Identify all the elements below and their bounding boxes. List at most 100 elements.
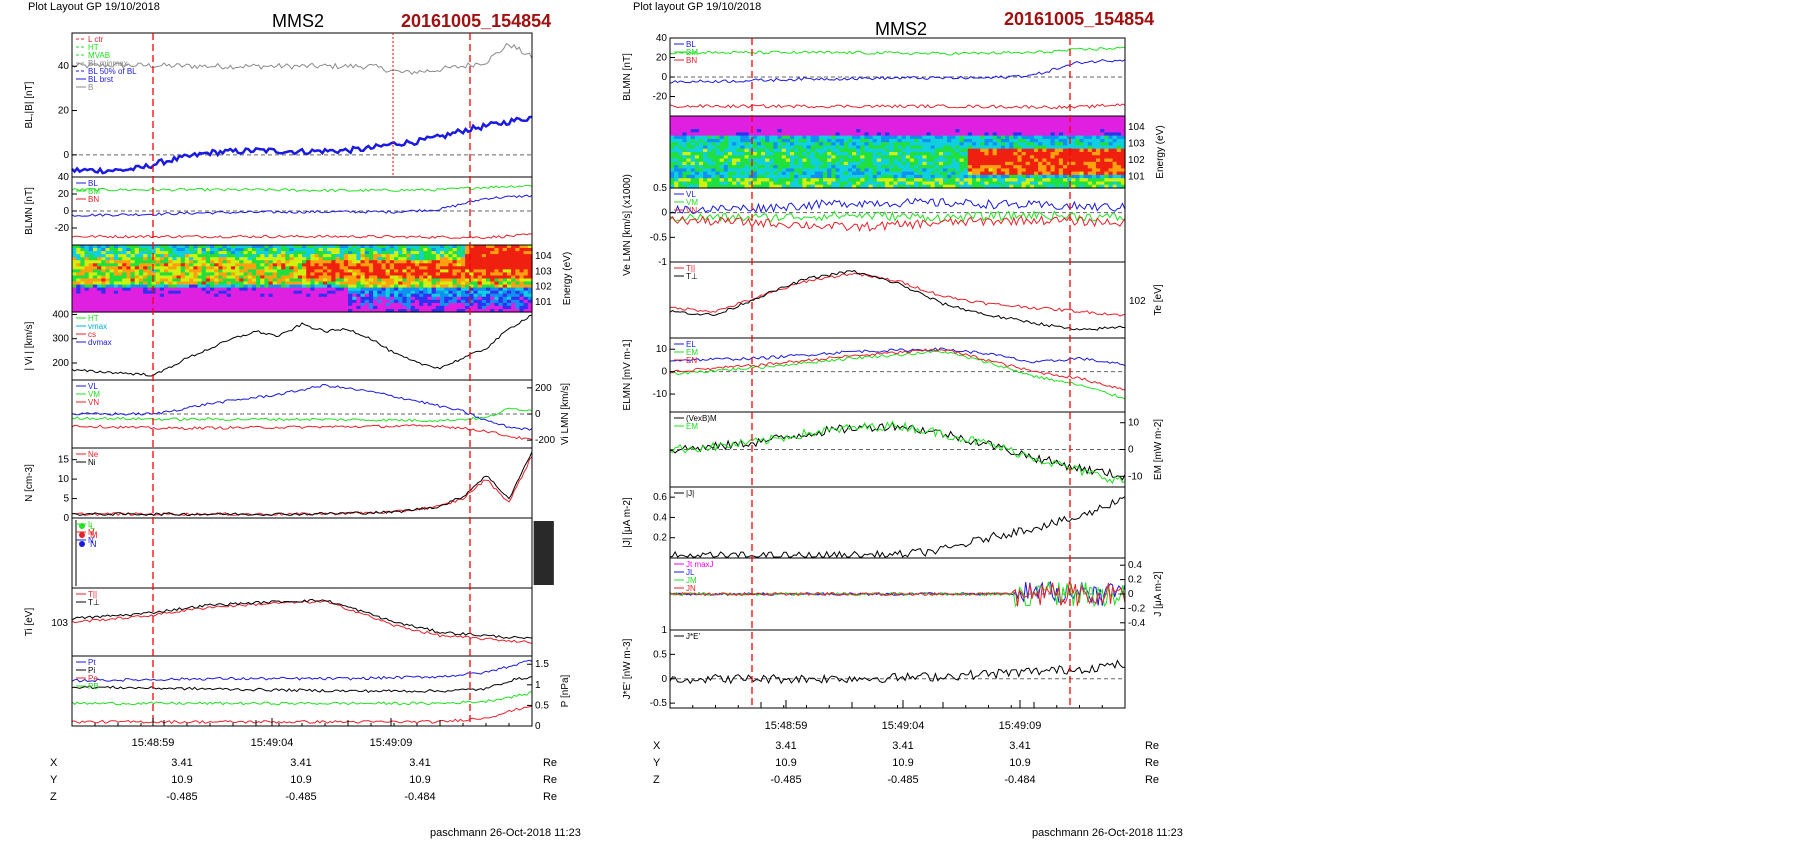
- heatmap-cell: [461, 300, 466, 304]
- heatmap-cell: [402, 248, 407, 252]
- position-value: -0.484: [1004, 774, 1035, 786]
- heatmap-cell: [520, 306, 525, 310]
- heatmap-cell: [494, 282, 499, 286]
- heatmap-cell: [260, 282, 265, 286]
- heatmap-cell: [185, 282, 190, 286]
- heatmap-cell: [122, 266, 127, 270]
- heatmap-cell: [432, 294, 437, 298]
- heatmap-cell: [160, 266, 165, 270]
- heatmap-cell: [223, 254, 228, 258]
- heatmap-cell: [361, 282, 366, 286]
- heatmap-cell: [457, 266, 462, 270]
- heatmap-cell: [189, 282, 194, 286]
- heatmap-cell: [444, 300, 449, 304]
- heatmap-cell: [118, 306, 123, 310]
- heatmap-cell: [218, 260, 223, 264]
- heatmap-cell: [323, 266, 328, 270]
- legend-text: VN: [88, 398, 99, 407]
- heatmap-cell: [306, 294, 311, 298]
- heatmap-cell: [239, 260, 244, 264]
- heatmap-cell: [382, 288, 387, 292]
- heatmap-cell: [223, 248, 228, 252]
- heatmap-cell: [398, 254, 403, 258]
- heatmap-cell: [457, 282, 462, 286]
- heatmap-cell: [264, 294, 269, 298]
- heatmap-cell: [407, 248, 412, 252]
- heatmap-cell: [198, 266, 203, 270]
- heatmap-cell: [448, 300, 453, 304]
- position-value: -0.485: [166, 791, 197, 803]
- heatmap-cell: [101, 260, 106, 264]
- position-row-label: Y: [50, 774, 58, 786]
- heatmap-cell: [101, 266, 106, 270]
- heatmap-cell: [185, 248, 190, 252]
- heatmap-cell: [231, 306, 236, 310]
- heatmap-cell: [369, 294, 374, 298]
- heatmap-cell: [181, 272, 186, 276]
- heatmap-cell: [478, 260, 483, 264]
- heatmap-cell: [340, 306, 345, 310]
- heatmap-cell: [126, 272, 131, 276]
- heatmap-cell: [227, 294, 232, 298]
- heatmap-cell: [306, 260, 311, 264]
- heatmap-cell: [231, 300, 236, 304]
- heatmap-cell: [131, 254, 136, 258]
- heatmap-cell: [264, 254, 269, 258]
- heatmap-cell: [344, 248, 349, 252]
- panel-frame: [72, 656, 532, 726]
- heatmap-cell: [507, 294, 512, 298]
- heatmap-cell: [310, 288, 315, 292]
- heatmap-cell: [436, 266, 441, 270]
- heatmap-cell: [244, 260, 249, 264]
- heatmap-cell: [285, 288, 290, 292]
- heatmap-cell: [515, 300, 520, 304]
- legend-text: Ni: [88, 458, 96, 467]
- heatmap-cell: [461, 266, 466, 270]
- heatmap-cell: [252, 260, 257, 264]
- position-value: 3.41: [409, 757, 430, 769]
- heatmap-cell: [352, 288, 357, 292]
- heatmap-cell: [202, 306, 207, 310]
- heatmap-cell: [348, 282, 353, 286]
- heatmap-cell: [444, 266, 449, 270]
- heatmap-cell: [202, 266, 207, 270]
- heatmap-cell: [135, 288, 140, 292]
- heatmap-cell: [423, 288, 428, 292]
- heatmap-cell: [411, 306, 416, 310]
- heatmap-cell: [244, 254, 249, 258]
- heatmap-cell: [193, 294, 198, 298]
- time-tick-label: 15:48:59: [765, 720, 808, 732]
- heatmap-cell: [181, 248, 186, 252]
- heatmap-cell: [256, 266, 261, 270]
- heatmap-cell: [110, 300, 115, 304]
- heatmap-cell: [415, 260, 420, 264]
- heatmap-cell: [277, 294, 282, 298]
- heatmap-cell: [244, 282, 249, 286]
- heatmap-cell: [152, 288, 157, 292]
- heatmap-cell: [239, 266, 244, 270]
- heatmap-cell: [453, 272, 458, 276]
- heatmap-cell: [298, 282, 303, 286]
- heatmap-cell: [156, 282, 161, 286]
- heatmap-cell: [331, 254, 336, 258]
- heatmap-cell: [227, 260, 232, 264]
- heatmap-cell: [218, 254, 223, 258]
- heatmap-cell: [131, 288, 136, 292]
- heatmap-cell: [164, 260, 169, 264]
- heatmap-cell: [444, 294, 449, 298]
- heatmap-cell: [131, 282, 136, 286]
- heatmap-cell: [444, 306, 449, 310]
- heatmap-cell: [482, 260, 487, 264]
- heatmap-cell: [114, 294, 119, 298]
- heatmap-cell: [223, 266, 228, 270]
- heatmap-cell: [85, 248, 90, 252]
- heatmap-cell: [520, 294, 525, 298]
- heatmap-cell: [411, 272, 416, 276]
- heatmap-cell: [478, 272, 483, 276]
- heatmap-cell: [386, 260, 391, 264]
- heatmap-cell: [277, 288, 282, 292]
- heatmap-cell: [185, 266, 190, 270]
- heatmap-cell: [72, 306, 77, 310]
- heatmap-cell: [490, 260, 495, 264]
